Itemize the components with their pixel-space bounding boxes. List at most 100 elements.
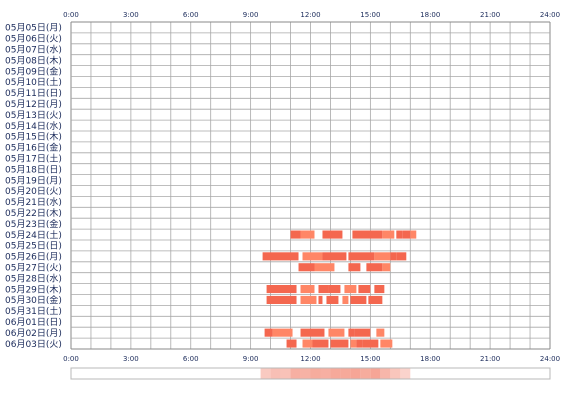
row-label: 05月28日(水) <box>5 272 62 284</box>
hour-tick-top: 24:00 <box>540 11 560 19</box>
activity-bar <box>330 339 349 348</box>
activity-bar <box>368 295 383 304</box>
row-label: 05月22日(木) <box>5 207 62 219</box>
activity-bar <box>290 230 301 239</box>
activity-bar <box>286 339 297 348</box>
activity-bar <box>262 252 299 261</box>
row-label: 05月13日(火) <box>5 110 62 121</box>
activity-bar <box>342 295 349 304</box>
row-label: 05月16日(金) <box>5 142 62 154</box>
row-label: 05月14日(水) <box>5 120 62 132</box>
activity-bar <box>318 295 323 304</box>
activity-bar <box>344 285 357 294</box>
activity-bar <box>358 285 371 294</box>
summary-strip-cell <box>270 368 281 379</box>
row-label: 05月21日(水) <box>5 196 62 208</box>
activity-bar <box>356 339 363 348</box>
activity-bar <box>348 263 361 272</box>
row-label: 06月01日(日) <box>5 317 62 328</box>
row-label: 05月26日(月) <box>5 252 62 263</box>
hour-tick-bottom: 12:00 <box>300 355 320 363</box>
activity-bar <box>322 230 343 239</box>
activity-bar <box>328 328 345 337</box>
hour-tick-bottom: 24:00 <box>540 355 560 363</box>
activity-bar <box>314 263 335 272</box>
hour-ticks: 0:00 0:00 3:00 3:00 6:00 6:00 9:00 9:00 12:00 12:… <box>63 11 560 363</box>
activity-bar <box>300 230 315 239</box>
row-label: 05月05日(月) <box>5 23 62 34</box>
activity-bar <box>382 230 395 239</box>
activity-bar <box>390 252 397 261</box>
summary-strip-cell <box>260 368 271 379</box>
activity-bar <box>298 263 315 272</box>
row-label: 05月15日(木) <box>5 131 62 143</box>
row-label: 05月24日(土) <box>5 229 62 241</box>
summary-strip-cell <box>370 368 381 379</box>
activity-bar <box>350 339 357 348</box>
activity-bar <box>348 252 375 261</box>
row-label: 05月29日(木) <box>5 283 62 295</box>
activity-bar <box>362 339 379 348</box>
activity-bar <box>266 285 297 294</box>
summary-strip <box>70 367 551 380</box>
activity-bar <box>266 295 297 304</box>
activity-bar <box>326 295 339 304</box>
row-label: 05月06日(火) <box>5 34 62 45</box>
activity-bar <box>264 328 273 337</box>
activity-bar <box>374 285 385 294</box>
activity-bar <box>354 328 371 337</box>
hour-tick-bottom: 15:00 <box>360 355 380 363</box>
activity-bar <box>380 339 393 348</box>
summary-strip-cell <box>360 368 371 379</box>
row-label: 05月19日(月) <box>5 175 62 186</box>
hour-tick-bottom: 3:00 <box>123 355 139 363</box>
hour-tick-top: 0:00 <box>63 11 79 19</box>
row-label: 05月12日(月) <box>5 99 62 110</box>
activity-bar <box>302 339 313 348</box>
row-label: 05月08日(木) <box>5 54 62 66</box>
summary-strip-cell <box>320 368 331 379</box>
activity-bar <box>352 230 383 239</box>
activity-bar <box>402 230 411 239</box>
summary-strip-cell <box>280 368 291 379</box>
activity-bar <box>376 328 385 337</box>
hour-tick-bottom: 9:00 <box>243 355 259 363</box>
hour-tick-bottom: 0:00 <box>63 355 79 363</box>
hour-tick-top: 21:00 <box>480 11 500 19</box>
activity-bar <box>328 285 341 294</box>
row-label: 05月27日(火) <box>5 262 62 273</box>
activity-bar <box>366 263 383 272</box>
hour-tick-top: 15:00 <box>360 11 380 19</box>
hour-tick-bottom: 6:00 <box>183 355 199 363</box>
activity-bar <box>312 328 325 337</box>
row-label: 05月10日(土) <box>5 76 62 88</box>
hour-tick-top: 3:00 <box>123 11 139 19</box>
summary-strip-cell <box>310 368 321 379</box>
row-label: 05月07日(水) <box>5 43 62 55</box>
row-label: 05月09日(金) <box>5 65 62 77</box>
activity-bar <box>396 252 407 261</box>
summary-strip-cell <box>330 368 341 379</box>
activity-bar <box>410 230 417 239</box>
summary-strip-cell <box>380 368 391 379</box>
activity-bar <box>374 252 391 261</box>
activity-bar <box>302 252 323 261</box>
summary-strip-cell <box>300 368 311 379</box>
summary-strip-cell <box>290 368 301 379</box>
row-label: 05月30日(金) <box>5 294 62 306</box>
hour-tick-top: 18:00 <box>420 11 440 19</box>
row-label: 05月23日(金) <box>5 218 62 230</box>
row-label: 05月20日(火) <box>5 186 62 197</box>
row-labels: 05月05日(月)05月06日(火)05月07日(水)05月08日(木)05月0… <box>5 23 62 350</box>
activity-bar <box>318 285 329 294</box>
hour-tick-top: 12:00 <box>300 11 320 19</box>
row-label: 05月25日(日) <box>5 241 62 252</box>
summary-strip-cell <box>340 368 351 379</box>
hour-tick-top: 6:00 <box>183 11 199 19</box>
row-label: 06月03日(火) <box>5 339 62 350</box>
hour-tick-bottom: 21:00 <box>480 355 500 363</box>
activity-bar <box>396 230 403 239</box>
row-label: 05月31日(土) <box>5 305 62 317</box>
hour-tick-bottom: 18:00 <box>420 355 440 363</box>
